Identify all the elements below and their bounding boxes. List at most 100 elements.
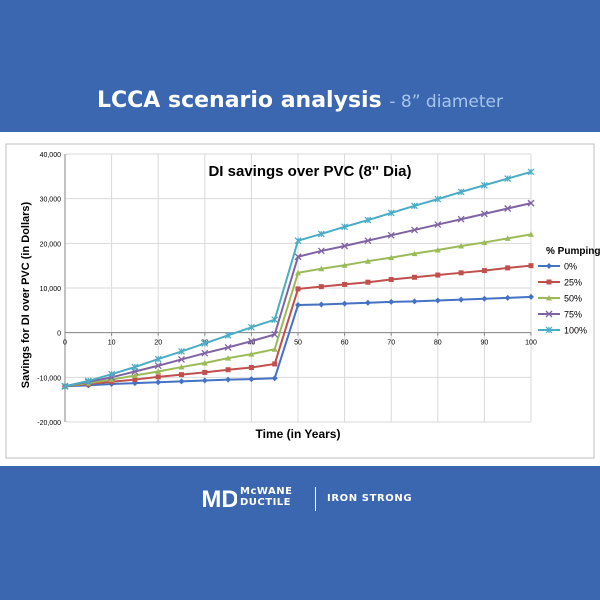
legend-item: 75%	[538, 310, 582, 320]
data-point	[247, 337, 255, 345]
data-point	[434, 221, 442, 229]
data-point	[178, 378, 185, 385]
title-text: LCCA scenario analysis	[96, 88, 382, 113]
legend-item: 100%	[538, 326, 587, 336]
data-point	[545, 326, 553, 334]
chart-title: DI savings over PVC (8'' Dia)	[208, 163, 411, 180]
series-75pct	[61, 199, 535, 390]
data-point	[527, 199, 535, 207]
y-tick-label: -10,000	[37, 375, 61, 382]
data-point	[435, 272, 441, 278]
data-point	[365, 279, 371, 285]
data-point	[202, 369, 208, 375]
data-point-stroke	[224, 343, 232, 351]
page-title: LCCA scenario analysis - 8” diameter	[0, 88, 600, 113]
data-point	[412, 274, 417, 280]
y-tick-label: 20,000	[40, 241, 62, 248]
data-point	[387, 209, 395, 217]
data-point-stroke	[201, 349, 209, 357]
x-tick-label: 40	[248, 340, 256, 347]
data-point	[341, 300, 348, 307]
brand-name: McWANE DUCTILE	[240, 486, 292, 508]
data-point-stroke	[434, 221, 442, 229]
legend-item: 0%	[538, 262, 577, 272]
x-tick-label: 20	[154, 340, 162, 347]
data-point	[201, 349, 209, 357]
data-point	[434, 247, 441, 253]
data-point	[201, 377, 208, 384]
y-tick-label: -20,000	[37, 420, 61, 427]
y-tick-label: 10,000	[40, 286, 62, 293]
data-point	[504, 175, 512, 182]
data-point	[388, 277, 394, 283]
legend-label: 50%	[564, 294, 582, 304]
data-point	[341, 242, 349, 250]
data-point	[294, 253, 302, 261]
data-point	[295, 286, 301, 292]
x-tick-label: 60	[341, 340, 349, 347]
line-chart: 40,000 30,000 20,000 10,000 0 -10,000 -20,000 0…	[5, 143, 600, 459]
data-point-stroke	[247, 337, 255, 345]
title-subtitle: - 8” diameter	[389, 92, 503, 112]
data-point	[131, 363, 139, 371]
series-50pct	[62, 231, 534, 389]
data-point	[527, 168, 535, 176]
data-point-stroke	[387, 231, 395, 239]
data-point	[154, 355, 162, 363]
brand-tagline: IRON STRONG	[327, 493, 413, 504]
data-point	[528, 293, 534, 300]
data-point	[108, 370, 116, 378]
data-point	[155, 374, 161, 380]
x-tick-label: 80	[434, 340, 442, 347]
data-point	[294, 237, 302, 245]
x-tick-label: 70	[387, 340, 395, 347]
data-point	[342, 281, 348, 287]
data-point	[481, 268, 487, 274]
data-point-stroke	[341, 242, 349, 250]
legend-label: 100%	[564, 326, 587, 336]
data-point-stroke	[108, 373, 116, 381]
legend-label: 75%	[564, 310, 582, 320]
series-100pct	[61, 168, 535, 390]
data-point	[61, 382, 69, 390]
brand-line-1: McWANE	[240, 486, 293, 497]
x-tick-label: 100	[525, 340, 537, 347]
data-point	[480, 210, 488, 218]
data-point	[364, 237, 372, 245]
data-point	[84, 377, 92, 385]
data-point-stroke	[178, 356, 185, 363]
data-point	[364, 216, 372, 224]
chart-panel: 40,000 30,000 20,000 10,000 0 -10,000 -20,000 0…	[0, 132, 600, 466]
data-point-stroke	[480, 210, 488, 218]
data-point	[271, 346, 278, 352]
y-axis-label: Savings for DI over PVC (in Dollars)	[20, 201, 32, 388]
data-point	[271, 375, 278, 382]
data-point	[546, 279, 552, 285]
data-point	[528, 263, 534, 269]
x-tick-label: 50	[294, 340, 302, 347]
logo-letters: MD	[203, 486, 237, 513]
title-banner	[0, 0, 600, 132]
data-point	[458, 296, 465, 303]
data-point	[201, 339, 209, 347]
x-tick-label: 10	[108, 340, 116, 347]
y-tick-label: 30,000	[40, 197, 62, 204]
data-point-stroke	[317, 247, 325, 255]
data-point	[504, 205, 512, 212]
data-point	[480, 181, 488, 189]
data-point	[295, 301, 301, 308]
data-point	[411, 202, 418, 210]
data-point	[341, 223, 349, 231]
data-point	[434, 297, 441, 304]
data-point	[411, 250, 418, 257]
data-point	[411, 226, 418, 234]
data-point	[154, 362, 162, 370]
data-point	[248, 351, 255, 357]
brand-divider	[315, 487, 316, 511]
legend-label: 25%	[564, 278, 582, 288]
data-point-stroke	[364, 237, 372, 245]
data-point	[271, 316, 279, 324]
data-point	[317, 247, 325, 255]
data-point	[546, 263, 552, 269]
legend-item: 25%	[538, 278, 582, 288]
